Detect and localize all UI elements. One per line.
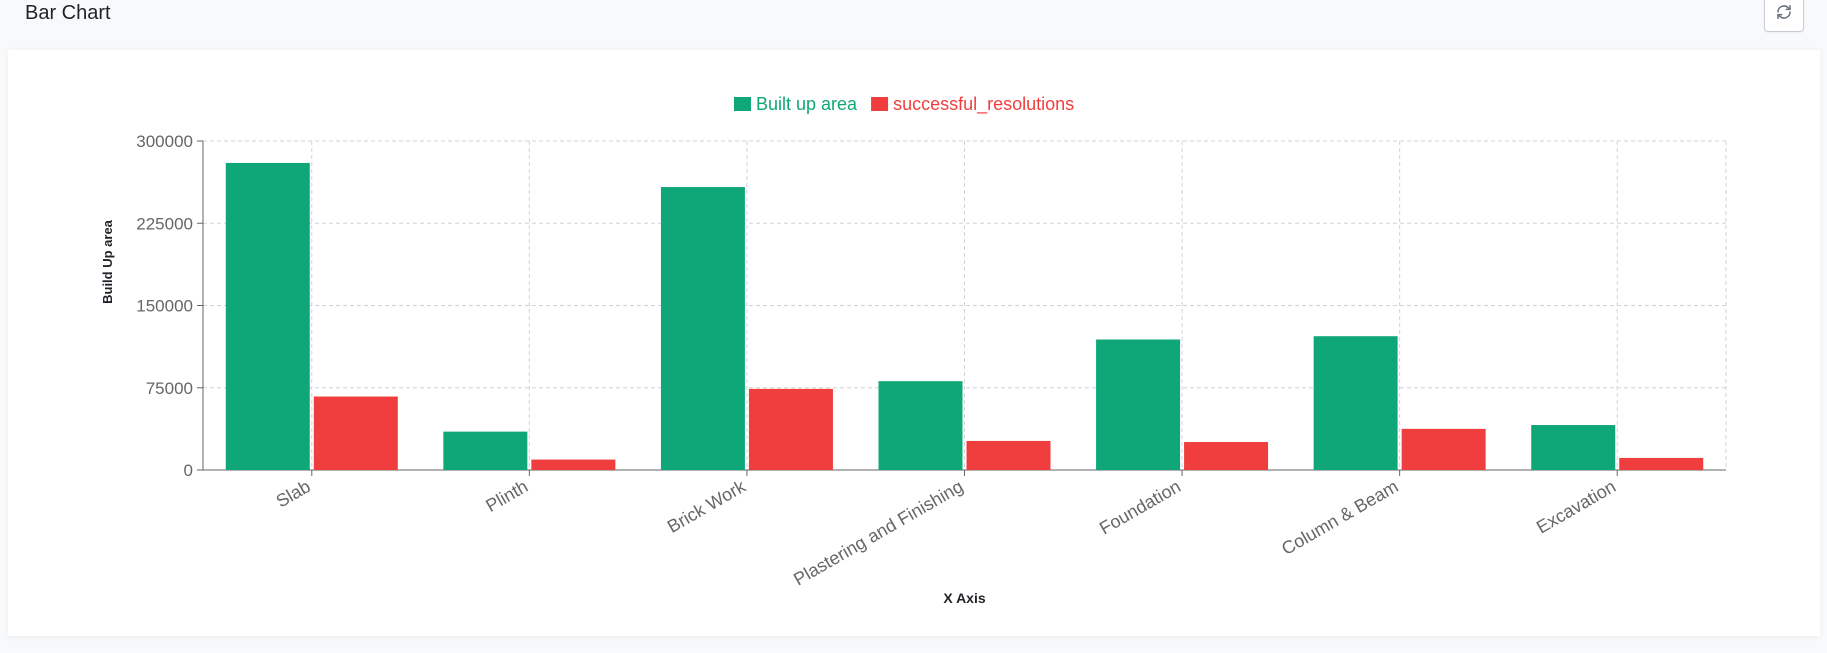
x-tick-label: Brick Work xyxy=(664,476,750,537)
legend-item-successful-resolutions-label: successful_resolutions xyxy=(893,94,1074,115)
x-tick-label: Slab xyxy=(273,476,314,511)
x-tick-label: Foundation xyxy=(1096,476,1184,538)
bar-chart: 0 75000 150000 225000 300000 Slab Plinth Brick … xyxy=(100,94,1727,606)
bar-successful-resolutions xyxy=(966,440,1051,470)
x-tick-label: Plastering and Finishing xyxy=(790,476,966,589)
bar-built-up-area xyxy=(225,162,310,470)
y-tick-label: 75000 xyxy=(146,379,193,398)
bar-built-up-area xyxy=(660,187,745,470)
y-axis-title: Build Up area xyxy=(100,219,115,304)
x-tick-label: Excavation xyxy=(1533,476,1619,537)
y-tick-label: 150000 xyxy=(136,297,193,316)
refresh-icon xyxy=(1777,4,1791,20)
x-axis-title: X Axis xyxy=(943,590,985,606)
bar-layer xyxy=(225,162,1704,470)
y-tick-label: 300000 xyxy=(136,132,193,151)
refresh-button[interactable] xyxy=(1764,0,1804,32)
bar-successful-resolutions xyxy=(748,388,833,470)
page-title: Bar Chart xyxy=(25,2,111,24)
legend-item-built-up-area-label: Built up area xyxy=(756,94,858,114)
bar-built-up-area xyxy=(1096,339,1181,470)
grid-layer xyxy=(203,140,1727,470)
bar-successful-resolutions xyxy=(1184,442,1269,470)
legend-item-successful-resolutions-swatch xyxy=(871,97,889,111)
axis-layer: 0 75000 150000 225000 300000 Slab Plinth Brick … xyxy=(136,132,1726,590)
bar-built-up-area xyxy=(1531,425,1616,470)
bar-successful-resolutions xyxy=(531,459,616,470)
y-tick-label: 0 xyxy=(184,461,193,480)
bar-successful-resolutions xyxy=(1401,428,1486,470)
bar-built-up-area xyxy=(878,381,963,470)
legend-item-built-up-area-swatch xyxy=(734,97,751,111)
y-tick-label: 225000 xyxy=(136,214,193,233)
bar-built-up-area xyxy=(443,431,528,470)
bar-successful-resolutions xyxy=(313,396,398,470)
legend: Built up area successful_resolutions xyxy=(734,94,1074,115)
x-tick-label: Column & Beam xyxy=(1278,476,1402,559)
chart-card: 0 75000 150000 225000 300000 Slab Plinth Brick … xyxy=(8,50,1820,636)
bar-successful-resolutions xyxy=(1619,457,1704,470)
x-tick-label: Plinth xyxy=(482,476,531,516)
bar-built-up-area xyxy=(1313,336,1398,470)
